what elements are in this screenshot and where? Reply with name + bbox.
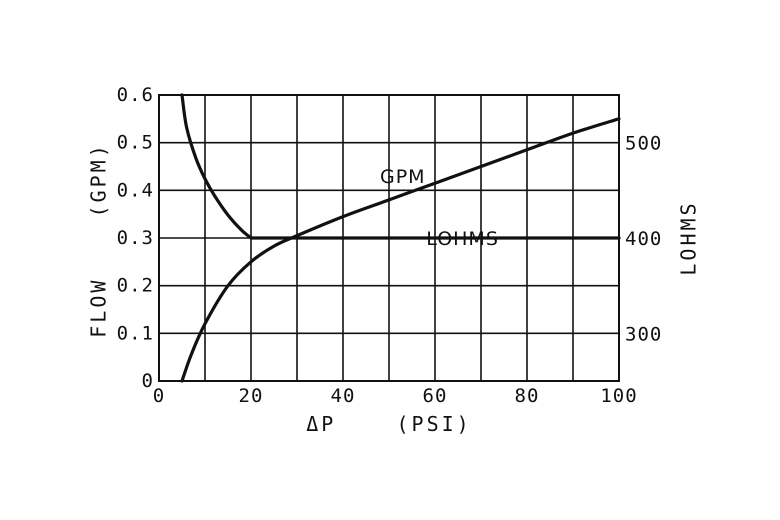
y-axis-title-right: LOHMS (677, 200, 701, 275)
y-tick-label-left: 0.5 (117, 132, 154, 154)
x-axis-title: ΔP (PSI) (306, 412, 471, 436)
y-tick-label-left: 0.1 (117, 322, 154, 344)
y-tick-label-left: 0.3 (117, 227, 154, 249)
y-axis-title-left: FLOW (GPM) (87, 142, 111, 338)
x-tick-label: 80 (515, 385, 540, 407)
x-tick-label: 60 (423, 385, 448, 407)
y-tick-label-right: 400 (625, 228, 662, 250)
curve-label-lohms: LOHMS (426, 228, 499, 250)
curve-annotations: GPM LOHMS (380, 166, 499, 250)
curve-label-gpm: GPM (380, 166, 426, 188)
series-line-gpm (180, 117, 621, 383)
x-tick-label: 0 (153, 385, 165, 407)
y-tick-label-right: 300 (625, 323, 662, 345)
y-tick-label-left: 0 (142, 370, 154, 392)
x-tick-label: 100 (600, 385, 637, 407)
y-tick-label-left: 0.4 (117, 179, 154, 201)
y-tick-label-left: 0.2 (117, 275, 154, 297)
curves (180, 93, 621, 383)
y-tick-label-left: 0.6 (117, 84, 154, 106)
x-tick-label: 40 (331, 385, 356, 407)
series-line-lohms (180, 93, 621, 240)
tick-labels: 0 20 40 60 80 100 0 0.1 0.2 0.3 0.4 0.5 0.6 300 400 500 (117, 84, 662, 407)
x-tick-label: 20 (239, 385, 264, 407)
y-tick-label-right: 500 (625, 133, 662, 155)
